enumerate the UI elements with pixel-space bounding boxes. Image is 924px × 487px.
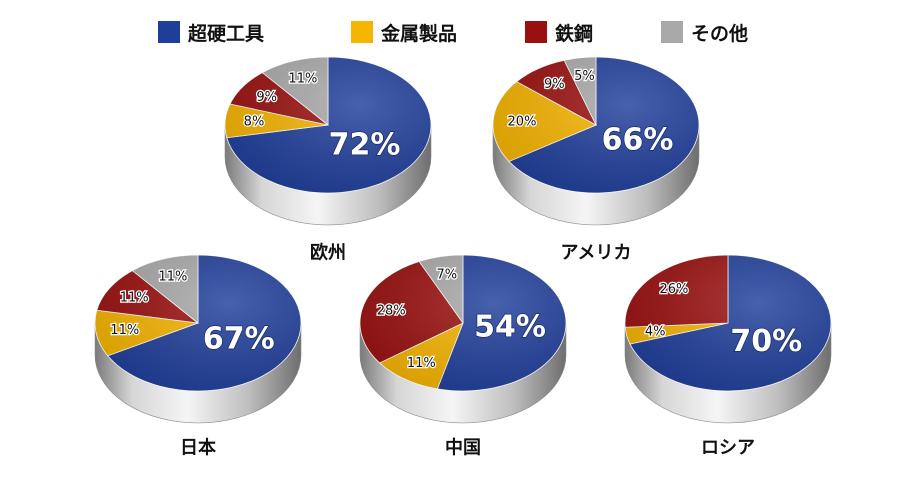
region-label: アメリカ	[560, 243, 631, 264]
legend: 超硬工具 金属製品 鉄鋼 その他	[0, 0, 924, 60]
pie-slice-label: 8%	[244, 114, 265, 129]
legend-item-steel: 鉄鋼	[525, 20, 594, 45]
pie-slice-label: 66%	[602, 123, 674, 158]
pie-chart: 66% 20% 9% 5% アメリカ	[492, 56, 700, 264]
pie-slice-label: 4%	[645, 325, 666, 340]
pie-slice-label: 11%	[288, 71, 317, 86]
pie-slice-label: 11%	[158, 269, 187, 284]
pie-slice-label: 70%	[730, 324, 802, 359]
region-label: 中国	[445, 437, 481, 459]
pie-top-shade	[625, 255, 831, 391]
pie-slice-label: 11%	[110, 323, 139, 338]
pie-chart: 70% 4% 26% ロシア	[624, 254, 832, 459]
pie-chart: 54% 11% 28% 7% 中国	[359, 254, 567, 459]
region-label: 欧州	[310, 242, 346, 264]
pie-slice-label: 9%	[544, 77, 565, 92]
pie-slice-label: 11%	[407, 356, 436, 371]
pie-slice-label: 72%	[329, 127, 401, 162]
pie-slice-label: 20%	[508, 114, 537, 129]
region-label: 日本	[180, 437, 216, 459]
legend-item-metal-products: 金属製品	[351, 20, 458, 45]
region-label: ロシア	[701, 438, 755, 459]
legend-label: 鉄鋼	[555, 22, 594, 45]
pie-slice-label: 9%	[256, 90, 277, 105]
legend-swatch	[661, 21, 683, 43]
legend-label: その他	[691, 22, 749, 45]
pie-top-shade	[225, 57, 431, 193]
pie-slice-label: 67%	[203, 321, 275, 356]
legend-swatch	[351, 21, 373, 43]
pie-slice-label: 11%	[120, 291, 149, 306]
pie-slice-label: 26%	[659, 282, 688, 297]
legend-label: 超硬工具	[188, 22, 265, 45]
pie-slice-label: 28%	[377, 303, 406, 318]
pie-slice-label: 5%	[574, 69, 595, 84]
pie-top-shade	[493, 57, 699, 193]
legend-swatch	[525, 21, 547, 43]
pie-top-shade	[360, 255, 566, 391]
pie-chart: 72% 8% 9% 11% 欧州	[224, 56, 432, 264]
pie-slice-label: 54%	[474, 309, 546, 344]
pie-slice-label: 7%	[437, 268, 458, 283]
pie-chart: 67% 11% 11% 11% 日本	[94, 254, 302, 459]
legend-item-other: その他	[661, 20, 749, 45]
pie-top-shade	[95, 255, 301, 391]
legend-item-carbide-tools: 超硬工具	[158, 20, 265, 45]
legend-swatch	[158, 21, 180, 43]
legend-label: 金属製品	[381, 22, 458, 45]
